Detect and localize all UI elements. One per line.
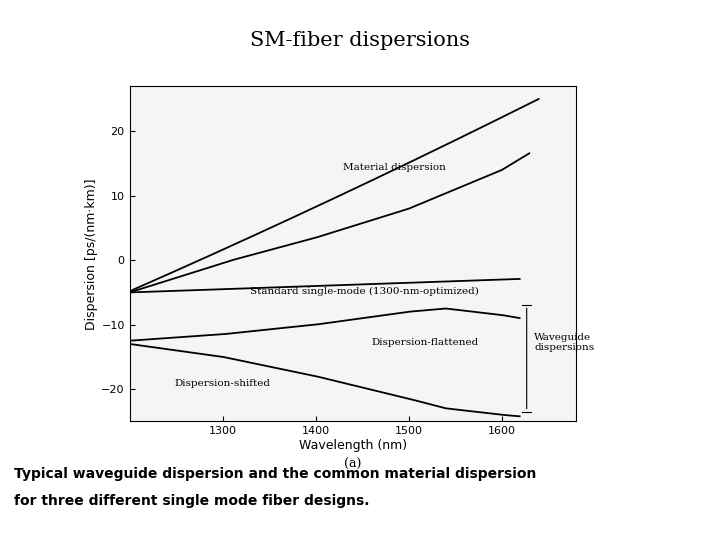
X-axis label: Wavelength (nm): Wavelength (nm)	[299, 439, 407, 452]
Text: Material dispersion: Material dispersion	[343, 163, 446, 172]
Text: for three different single mode fiber designs.: for three different single mode fiber de…	[14, 494, 370, 508]
Text: (a): (a)	[344, 458, 361, 471]
Text: Waveguide
dispersions: Waveguide dispersions	[534, 333, 594, 353]
Text: SM-fiber dispersions: SM-fiber dispersions	[250, 31, 470, 50]
Text: Dispersion-flattened: Dispersion-flattened	[372, 338, 479, 347]
Text: Dispersion-shifted: Dispersion-shifted	[174, 379, 270, 388]
Text: Typical waveguide dispersion and the common material dispersion: Typical waveguide dispersion and the com…	[14, 467, 537, 481]
Y-axis label: Dispersion [ps/(nm·km)]: Dispersion [ps/(nm·km)]	[86, 178, 99, 329]
Text: Standard single-mode (1300-nm-optimized): Standard single-mode (1300-nm-optimized)	[251, 287, 480, 296]
